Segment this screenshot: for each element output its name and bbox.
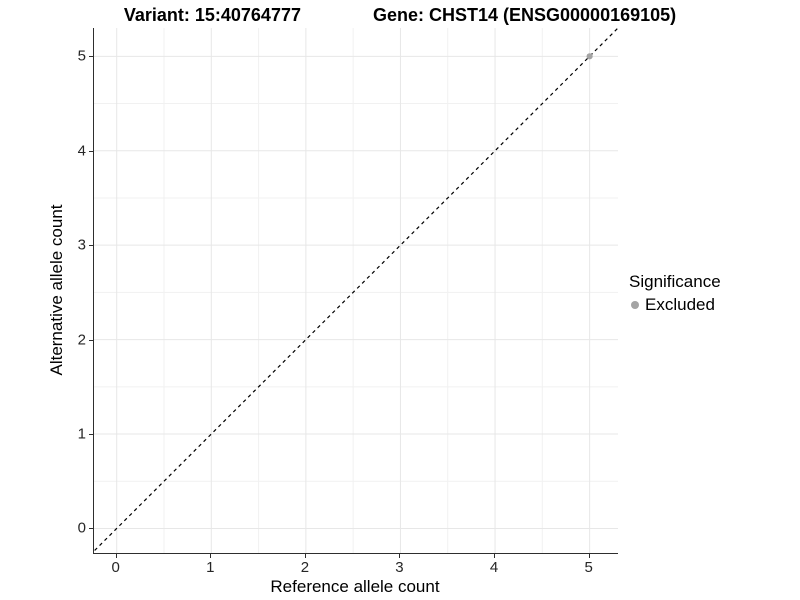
legend: Significance Excluded	[629, 272, 721, 315]
excluded-point-icon	[631, 301, 639, 309]
x-axis-title: Reference allele count	[270, 577, 440, 596]
plot-titles: Variant: 15:40764777 Gene: CHST14 (ENSG0…	[0, 4, 800, 26]
data-point-excluded	[586, 53, 593, 60]
y-tick-label: 2	[77, 331, 86, 349]
plot-panel	[93, 28, 618, 554]
y-tick-mark	[89, 434, 93, 436]
y-tick-label: 0	[77, 519, 86, 537]
x-tick-label: 0	[111, 559, 120, 576]
identity-dashed-line	[94, 28, 618, 552]
x-tick-label: 1	[206, 559, 215, 576]
x-tick-label: 2	[300, 559, 310, 576]
y-tick-mark	[89, 56, 93, 58]
x-tick-mark	[588, 554, 590, 558]
gene-title: Gene: CHST14 (ENSG00000169105)	[372, 5, 677, 25]
y-axis-title: Alternative allele count	[47, 204, 66, 376]
x-tick-mark	[210, 554, 212, 558]
y-tick-mark	[89, 245, 93, 247]
variant-title: Variant: 15:40764777	[123, 5, 301, 25]
x-tick-mark	[494, 554, 496, 558]
y-tick-mark	[89, 339, 93, 341]
plot-panel-svg	[94, 28, 618, 553]
x-tick-mark	[115, 554, 117, 558]
y-tick-label: 1	[77, 425, 86, 443]
legend-item-excluded: Excluded	[629, 295, 721, 315]
legend-title: Significance	[629, 272, 721, 291]
legend-item-label: Excluded	[645, 295, 715, 314]
x-tick-label: 3	[395, 559, 404, 576]
x-tick-label: 4	[489, 559, 499, 576]
y-tick-mark	[89, 150, 93, 152]
y-tick-label: 5	[77, 47, 86, 65]
y-tick-label: 4	[77, 142, 86, 160]
y-tick-mark	[89, 528, 93, 530]
x-tick-mark	[399, 554, 401, 558]
x-tick-mark	[304, 554, 306, 558]
x-tick-label: 5	[584, 559, 593, 576]
y-tick-label: 3	[77, 236, 86, 254]
